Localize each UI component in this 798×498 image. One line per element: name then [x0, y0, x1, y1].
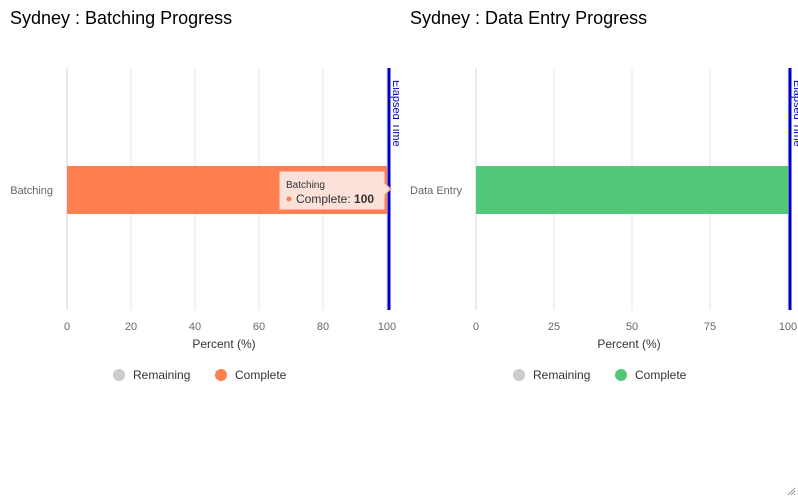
legend-item-complete[interactable]: Complete [235, 368, 287, 382]
tooltip-title: Batching [286, 180, 325, 191]
x-tick-label: 40 [189, 321, 201, 333]
x-tick-label: 80 [317, 321, 329, 333]
elapsed-time-label: Elapsed Time [791, 80, 798, 147]
x-tick-label: 100 [779, 321, 797, 333]
batching-chart-panel: Sydney : Batching Progress Batching Elaps… [0, 0, 399, 420]
legend-item-remaining[interactable]: Remaining [133, 368, 190, 382]
bar-complete[interactable] [476, 166, 788, 214]
legend-marker-complete[interactable] [615, 369, 627, 381]
x-tick-label: 20 [125, 321, 137, 333]
tooltip-marker [286, 196, 292, 202]
batching-chart-svg: Batching Elapsed Time 0 20 40 60 80 100 Percent … [10, 68, 399, 382]
category-label: Batching [10, 185, 53, 197]
data-entry-chart-panel: Sydney : Data Entry Progress Data Entry E… [399, 0, 798, 420]
elapsed-time-label: Elapsed Time [390, 80, 399, 147]
x-tick-label: 75 [704, 321, 716, 333]
legend-marker-remaining[interactable] [513, 369, 525, 381]
chart-title: Sydney : Data Entry Progress [410, 8, 648, 28]
x-axis-title: Percent (%) [192, 337, 255, 351]
category-label: Data Entry [410, 185, 462, 197]
x-tick-label: 60 [253, 321, 265, 333]
data-entry-chart-svg: Data Entry Elapsed Time 0 25 50 75 100 Percent … [410, 68, 798, 382]
tooltip-box [278, 170, 392, 211]
legend-item-remaining[interactable]: Remaining [533, 368, 590, 382]
tooltip-label: Complete: 100 [296, 192, 374, 206]
x-tick-label: 0 [64, 321, 70, 333]
x-tick-label: 0 [473, 321, 479, 333]
tooltip-value: 100 [354, 192, 374, 206]
x-axis-title: Percent (%) [597, 337, 660, 351]
x-tick-label: 25 [548, 321, 560, 333]
chart-title: Sydney : Batching Progress [10, 8, 233, 28]
resize-handle-icon[interactable] [786, 486, 796, 496]
x-tick-label: 50 [626, 321, 638, 333]
legend-item-complete[interactable]: Complete [635, 368, 687, 382]
legend-marker-remaining[interactable] [113, 369, 125, 381]
x-tick-label: 100 [378, 321, 396, 333]
legend-marker-complete[interactable] [215, 369, 227, 381]
